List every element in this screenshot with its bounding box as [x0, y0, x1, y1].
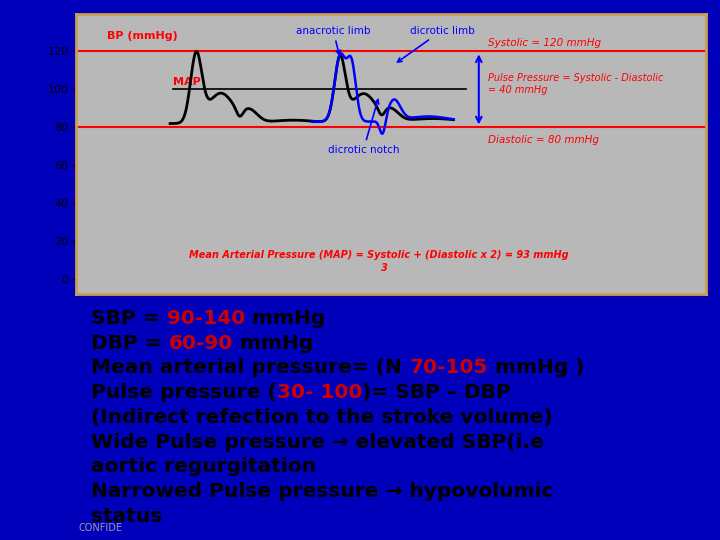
Text: SBP =: SBP = [91, 309, 167, 328]
Text: Narrowed Pulse pressure → hypovolumic: Narrowed Pulse pressure → hypovolumic [91, 482, 554, 501]
Text: Mean arterial pressure= (N: Mean arterial pressure= (N [91, 359, 409, 377]
Text: mmHg ): mmHg ) [487, 359, 584, 377]
Text: aortic regurgitation: aortic regurgitation [91, 457, 317, 476]
Text: 70-105: 70-105 [409, 359, 487, 377]
Text: MAP: MAP [174, 78, 201, 87]
Text: )= SBP – DBP: )= SBP – DBP [362, 383, 511, 402]
Text: anacrotic limb: anacrotic limb [296, 25, 371, 55]
Text: Pulse pressure (: Pulse pressure ( [91, 383, 277, 402]
Text: BP (mmHg): BP (mmHg) [107, 31, 178, 40]
Text: dicrotic limb: dicrotic limb [397, 25, 474, 62]
Text: 60-90: 60-90 [169, 334, 233, 353]
Text: 30- 100: 30- 100 [277, 383, 362, 402]
Text: Diastolic = 80 mmHg: Diastolic = 80 mmHg [488, 135, 599, 145]
Text: Pulse Pressure = Systolic - Diastolic
= 40 mmHg: Pulse Pressure = Systolic - Diastolic = … [488, 73, 664, 94]
Text: (Indirect refection to the stroke volume): (Indirect refection to the stroke volume… [91, 408, 553, 427]
Text: Systolic = 120 mmHg: Systolic = 120 mmHg [488, 38, 601, 48]
Text: dicrotic notch: dicrotic notch [328, 99, 399, 155]
Text: status: status [91, 507, 163, 526]
Text: mmHg: mmHg [233, 334, 313, 353]
Text: DBP =: DBP = [91, 334, 169, 353]
Text: mmHg: mmHg [246, 309, 325, 328]
Text: Wide Pulse pressure → elevated SBP(i.e: Wide Pulse pressure → elevated SBP(i.e [91, 433, 544, 451]
Text: CONFIDE: CONFIDE [78, 523, 122, 534]
Text: Mean Arterial Pressure (MAP) = Systolic + (Diastolic x 2) = 93 mmHg: Mean Arterial Pressure (MAP) = Systolic … [189, 250, 569, 260]
Text: 90-140: 90-140 [167, 309, 246, 328]
Text: 3: 3 [381, 264, 388, 273]
